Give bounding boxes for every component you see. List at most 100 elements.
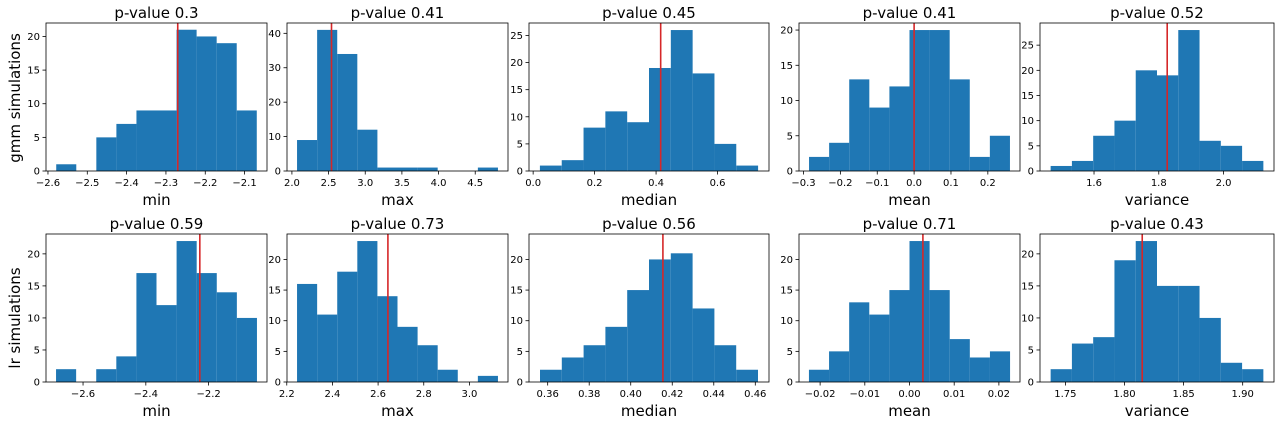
histogram-bar (1135, 70, 1157, 171)
histogram-bar (736, 369, 758, 382)
x-tick-label: −2.2 (193, 178, 217, 189)
y-tick-label: 20 (780, 26, 793, 37)
y-tick-label: 5 (517, 347, 523, 358)
histogram-bar (56, 369, 77, 382)
histogram-bar (1114, 120, 1136, 171)
x-tick-label: 0.2 (980, 178, 996, 189)
plot-frame (45, 22, 268, 172)
histogram-bar (477, 167, 498, 171)
y-tick-label: 15 (780, 61, 793, 72)
y-tick-label: 10 (780, 96, 793, 107)
chart-title: p-value 0.59 (110, 215, 204, 233)
x-axis-label: min (142, 191, 170, 209)
row-label-lr: lr simulations (6, 267, 24, 368)
x-tick-label: −0.02 (805, 389, 836, 400)
x-tick-label: 0.1 (943, 178, 959, 189)
x-tick-label: 1.85 (1172, 389, 1194, 400)
histogram-bar (829, 142, 850, 171)
y-tick-label: 0 (275, 378, 281, 389)
histogram-bar (196, 273, 217, 382)
histogram-bar (849, 302, 870, 382)
x-tick-label: 0.02 (988, 389, 1010, 400)
y-tick-label: 25 (1021, 41, 1034, 52)
y-tick-label: 20 (780, 255, 793, 266)
chart-title: p-value 0.41 (863, 4, 957, 22)
y-tick-label: 10 (268, 132, 281, 143)
histogram-bar (889, 86, 910, 171)
x-tick-label: 0.2 (587, 178, 603, 189)
histogram-bar (136, 273, 157, 382)
histogram-bar (417, 345, 438, 382)
x-tick-label: −0.3 (791, 178, 815, 189)
histogram-bar (1093, 135, 1115, 171)
histogram-bar (949, 339, 970, 382)
histogram-panel-4: 1.6 1.8 2.0 0 5 10 15 20 25 p-value 0.52 variance (1021, 4, 1275, 209)
y-tick-label: 20 (510, 58, 523, 69)
x-tick-label: 1.90 (1232, 389, 1254, 400)
histogram-bar (909, 241, 930, 382)
y-tick-label: 0 (787, 167, 793, 178)
x-axis-label: min (142, 402, 170, 420)
histogram-panel-2: 0.0 0.2 0.4 0.6 0 5 10 15 20 25 p-value 0.45 median (510, 4, 770, 209)
histogram-bar (1050, 165, 1072, 171)
x-tick-label: 2.6 (370, 389, 386, 400)
histogram-bar (583, 127, 606, 171)
histogram-bar (989, 351, 1011, 382)
histogram-bar (357, 129, 378, 171)
chart-title: p-value 0.41 (351, 4, 445, 22)
histogram-bar (714, 143, 737, 171)
x-axis-label: max (381, 191, 414, 209)
histogram-panel-5: −2.6 −2.4 −2.2 0 5 10 15 20 p-value 0.59 min (27, 215, 268, 420)
plot-frame (528, 22, 770, 172)
histogram-panel-8: −0.02 −0.01 0.00 0.01 0.02 0 5 10 15 20 p-value 0.… (780, 215, 1021, 420)
histogram-bar (317, 29, 338, 171)
y-tick-label: 10 (1021, 313, 1034, 324)
y-tick-label: 10 (27, 99, 40, 110)
x-tick-label: 2.2 (279, 389, 295, 400)
x-tick-label: 0.01 (943, 389, 965, 400)
histogram-bar (736, 165, 759, 171)
y-tick-label: 20 (27, 32, 40, 43)
histogram-bar (869, 314, 890, 382)
histogram-bar (477, 375, 498, 382)
x-tick-label: −2.6 (36, 178, 60, 189)
x-tick-label: −2.5 (75, 178, 99, 189)
chart-title: p-value 0.71 (863, 215, 957, 233)
y-tick-label: 20 (268, 255, 281, 266)
histogram-panel-1: 2.0 2.5 3.0 3.5 4.0 4.5 0 10 20 30 40 p-value 0.41 m… (268, 4, 509, 209)
x-tick-label: 0.6 (710, 178, 726, 189)
histogram-bar (437, 369, 458, 382)
histogram-bar (649, 259, 671, 382)
histogram-bar (397, 167, 418, 171)
histogram-bar (909, 30, 930, 171)
x-tick-label: 1.75 (1054, 389, 1076, 400)
x-axis-label: max (381, 402, 414, 420)
y-tick-label: 0 (787, 378, 793, 389)
x-tick-label: 4.5 (467, 178, 483, 189)
histogram-bar (561, 357, 584, 382)
y-tick-label: 20 (1021, 66, 1034, 77)
histogram-bar (1157, 285, 1179, 382)
x-tick-label: 2.0 (1216, 178, 1232, 189)
y-tick-label: 0 (1028, 167, 1034, 178)
histogram-panel-0: −2.6 −2.5 −2.4 −2.3 −2.2 −2.1 0 5 10 15 20 p-value … (27, 4, 268, 209)
y-tick-label: 0 (517, 378, 523, 389)
x-tick-label: 3.0 (461, 389, 477, 400)
histogram-bar (692, 73, 715, 171)
histogram-bar (1135, 241, 1157, 382)
y-tick-label: 40 (268, 29, 281, 40)
chart-title: p-value 0.56 (602, 215, 696, 233)
histogram-bar (561, 160, 584, 171)
histogram-bar (929, 30, 950, 171)
histogram-bar (1050, 369, 1072, 382)
y-tick-label: 15 (27, 281, 40, 292)
y-tick-label: 10 (268, 316, 281, 327)
x-tick-label: −2.6 (71, 389, 95, 400)
histogram-bar (337, 271, 358, 382)
y-tick-label: 0 (34, 378, 40, 389)
histogram-bar (176, 29, 197, 172)
histogram-bar (1178, 285, 1200, 382)
histogram-bar (417, 167, 438, 171)
x-axis-label: variance (1125, 402, 1190, 420)
